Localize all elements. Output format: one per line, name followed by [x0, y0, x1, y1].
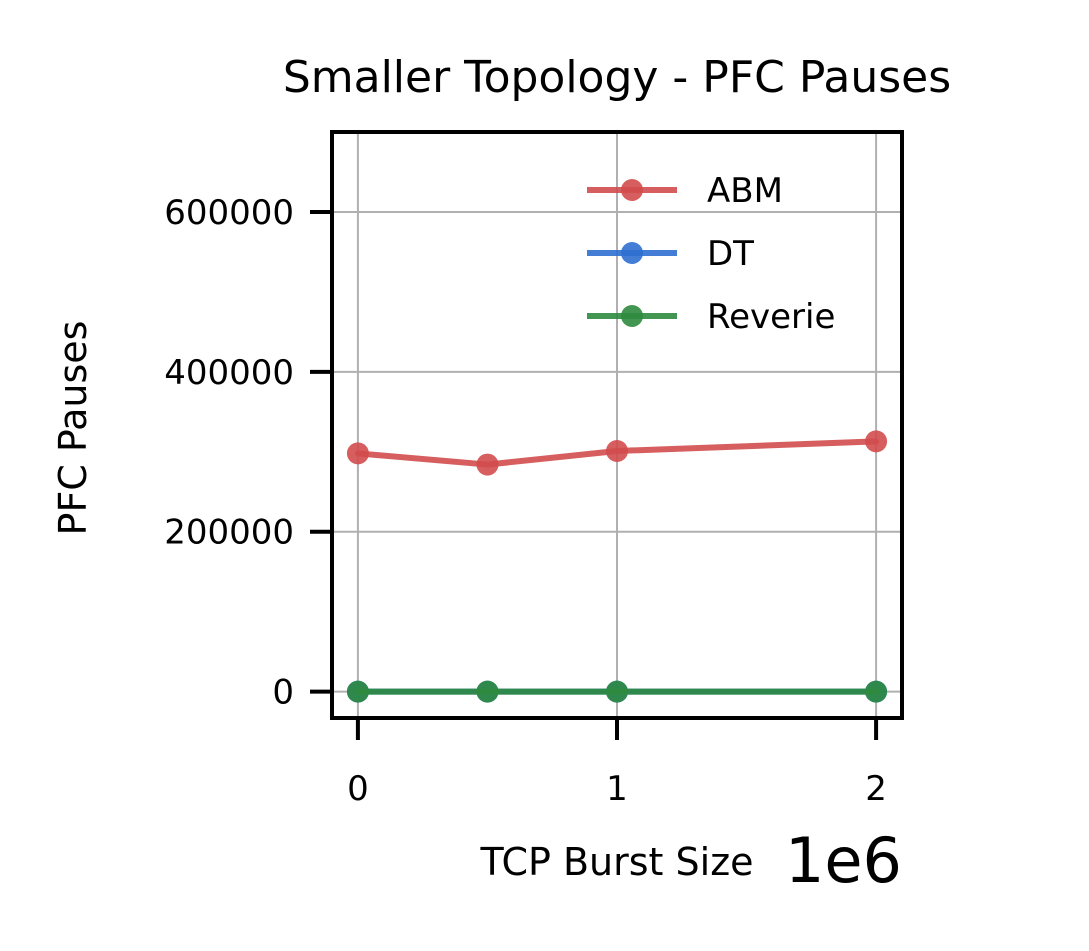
series-line-abm: [354, 438, 880, 468]
data-point-reverie: [476, 680, 499, 703]
y-tick-label: 200000: [164, 513, 294, 553]
y-tick-label: 400000: [164, 353, 294, 393]
y-axis-label: PFC Pauses: [51, 321, 95, 536]
x-axis-ticks: 0 1 2: [347, 718, 887, 809]
x-axis-offset-text: 1e6: [785, 824, 902, 897]
data-point-reverie: [865, 680, 888, 703]
series-layer: [346, 430, 888, 703]
data-point-abm: [606, 439, 628, 462]
data-point-abm: [865, 430, 888, 453]
legend: ABM DT Reverie: [587, 171, 835, 337]
data-point-abm: [346, 442, 369, 465]
legend-swatch-marker: [621, 179, 643, 201]
legend-label: DT: [707, 234, 754, 274]
data-point-reverie: [606, 680, 628, 703]
chart-title: Smaller Topology - PFC Pauses: [283, 52, 951, 103]
data-point-reverie: [346, 680, 369, 703]
y-axis-ticks: 0 200000 400000 600000: [164, 193, 332, 713]
y-tick-label: 0: [272, 673, 294, 713]
legend-label: ABM: [707, 171, 783, 211]
legend-swatch-marker: [621, 242, 643, 264]
x-tick-label: 0: [347, 769, 369, 809]
legend-swatch-marker: [621, 305, 643, 327]
x-tick-label: 2: [865, 769, 887, 809]
x-tick-label: 1: [606, 769, 628, 809]
data-point-abm: [476, 453, 499, 476]
y-tick-label: 600000: [164, 193, 294, 233]
legend-label: Reverie: [707, 297, 835, 337]
x-axis-label: TCP Burst Size: [479, 840, 753, 884]
